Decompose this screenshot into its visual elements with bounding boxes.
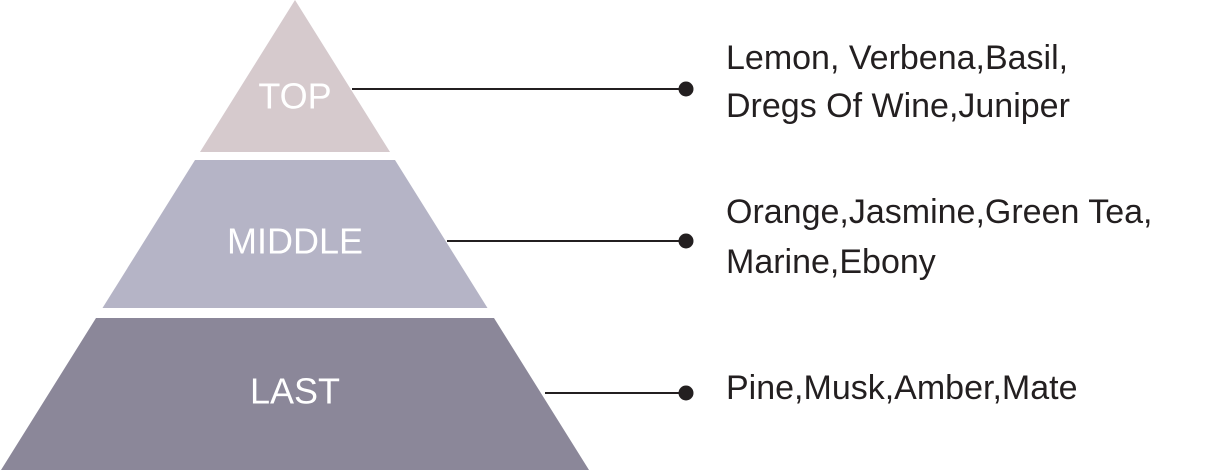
connector-dot	[678, 385, 694, 401]
tier-label: TOP	[258, 76, 331, 117]
connector-dot	[678, 81, 694, 97]
note-text: Pine,Musk,Amber,Mate	[726, 369, 1077, 407]
middle-tier	[102, 160, 488, 308]
connector-dot	[678, 233, 694, 249]
note-text: Marine,Ebony	[726, 243, 936, 281]
last-tier	[1, 318, 589, 470]
tier-label: MIDDLE	[227, 221, 363, 262]
note-text: Orange,Jasmine,Green Tea,	[726, 193, 1153, 231]
tier-label: LAST	[250, 371, 340, 412]
note-text: Dregs Of Wine,Juniper	[726, 87, 1070, 125]
note-text: Lemon, Verbena,Basil,	[726, 39, 1068, 77]
top-tier	[200, 0, 390, 152]
